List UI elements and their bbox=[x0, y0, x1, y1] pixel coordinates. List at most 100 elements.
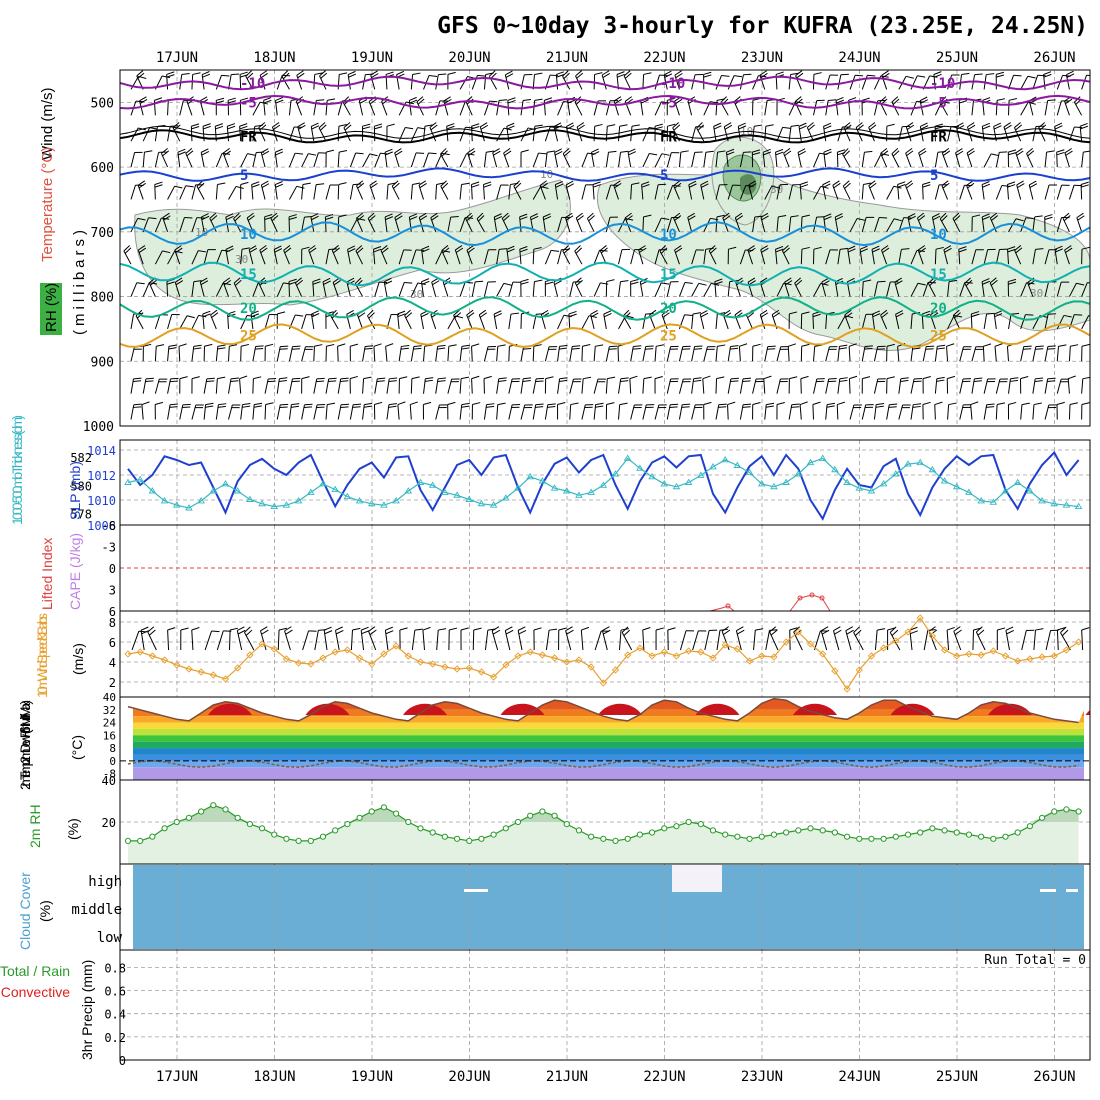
cloud-gap-1 bbox=[464, 889, 488, 892]
rh2m-point bbox=[746, 835, 753, 842]
temperature-bands bbox=[128, 697, 1090, 780]
upper-wind-barb-flag bbox=[929, 75, 938, 78]
upper-wind-barb-flag bbox=[775, 148, 784, 153]
upper-wind-barb-flag bbox=[202, 310, 211, 315]
upper-wind-barb-flag bbox=[1046, 150, 1055, 153]
upper-wind-barb bbox=[691, 283, 700, 297]
wind-speed-point bbox=[819, 650, 827, 658]
upper-wind-barb-flag bbox=[202, 313, 211, 318]
pressure-tick-label: 500 bbox=[91, 96, 114, 111]
upper-wind-barb-flag bbox=[355, 152, 364, 155]
upper-wind-barb-flag bbox=[906, 122, 914, 128]
rh2m-point bbox=[149, 833, 156, 840]
slp-tick-label: 1014 bbox=[87, 444, 116, 458]
surface-wind-barb-flag bbox=[1005, 626, 1014, 631]
upper-wind-barb-flag bbox=[139, 99, 148, 104]
upper-wind-barb-flag bbox=[380, 245, 388, 251]
upper-wind-barb-flag bbox=[661, 101, 670, 104]
surface-wind-barb-flag bbox=[997, 627, 1006, 631]
upper-wind-barb bbox=[1044, 100, 1049, 116]
upper-wind-barb bbox=[897, 346, 900, 362]
upper-wind-barb bbox=[483, 281, 489, 297]
upper-wind-barb-flag bbox=[347, 245, 355, 250]
upper-wind-barb-flag bbox=[606, 279, 615, 283]
upper-wind-barb-flag bbox=[936, 376, 945, 380]
upper-wind-barb-flag bbox=[1035, 248, 1044, 250]
upper-wind-barb bbox=[739, 74, 744, 90]
wind-tick-label: 2 bbox=[109, 676, 116, 690]
upper-wind-barb-flag bbox=[519, 248, 528, 253]
upper-wind-barb-flag bbox=[1054, 125, 1063, 130]
wind-speed-point bbox=[355, 654, 364, 662]
upper-wind-barb-flag bbox=[506, 125, 515, 130]
upper-wind-barb-flag bbox=[886, 123, 895, 127]
upper-wind-barb-flag bbox=[576, 72, 584, 79]
upper-wind-barb-flag bbox=[961, 72, 970, 76]
upper-wind-barb bbox=[727, 75, 735, 90]
upper-wind-barb-flag bbox=[522, 380, 531, 382]
upper-wind-barb-flag bbox=[1080, 181, 1089, 185]
upper-wind-barb-flag bbox=[227, 97, 236, 101]
upper-wind-barb-flag bbox=[442, 247, 450, 254]
thickness-point bbox=[221, 480, 230, 487]
upper-wind-barb-flag bbox=[501, 212, 509, 219]
upper-wind-barb bbox=[910, 313, 913, 329]
upper-wind-barb-flag bbox=[465, 212, 472, 219]
upper-wind-barb-flag bbox=[971, 313, 980, 318]
upper-wind-barb-flag bbox=[340, 380, 349, 383]
upper-wind-barb bbox=[994, 346, 997, 362]
upper-wind-barb-flag bbox=[542, 213, 551, 218]
upper-wind-barb-flag bbox=[281, 70, 289, 77]
rh2m-point bbox=[539, 808, 546, 815]
upper-wind-barb bbox=[544, 126, 551, 142]
wind-speed-point bbox=[514, 652, 522, 660]
upper-wind-barb-flag bbox=[847, 248, 856, 253]
rh-tick-label: 20 bbox=[102, 816, 116, 830]
upper-wind-barb-flag bbox=[872, 248, 880, 253]
upper-wind-barb bbox=[1056, 217, 1063, 232]
upper-wind-barb bbox=[947, 281, 950, 297]
upper-wind-barb-flag bbox=[466, 309, 474, 316]
upper-wind-barb-flag bbox=[562, 70, 569, 77]
wind-speed-point bbox=[806, 640, 815, 648]
date-label-top: 18JUN bbox=[253, 50, 295, 66]
surface-wind-barb-flag bbox=[770, 629, 778, 636]
upper-wind-barb-flag bbox=[386, 123, 395, 127]
surface-wind-barb-flag bbox=[422, 626, 431, 631]
upper-wind-barb-flag bbox=[297, 122, 305, 128]
upper-wind-barb bbox=[605, 217, 611, 232]
upper-wind-barb-flag bbox=[193, 347, 202, 350]
upper-wind-barb-flag bbox=[503, 215, 510, 222]
upper-wind-barb-flag bbox=[942, 150, 951, 156]
wind-speed-point bbox=[441, 663, 449, 671]
surface-wind-barb-flag bbox=[1057, 627, 1066, 631]
upper-wind-barb-flag bbox=[494, 312, 502, 318]
upper-wind-barb-flag bbox=[784, 277, 792, 283]
wind-speed-point bbox=[989, 647, 997, 655]
upper-wind-barb-flag bbox=[631, 182, 640, 185]
upper-wind-barb-flag bbox=[450, 216, 459, 218]
thickness-point bbox=[818, 454, 827, 461]
upper-wind-barb-flag bbox=[247, 215, 255, 221]
thickness-point bbox=[831, 465, 839, 473]
upper-wind-barb-flag bbox=[1047, 348, 1056, 350]
upper-wind-barb-flag bbox=[202, 123, 211, 127]
upper-wind-barb-flag bbox=[471, 375, 480, 380]
upper-wind-barb bbox=[154, 126, 158, 142]
upper-wind-barb-flag bbox=[708, 245, 716, 252]
upper-wind-barb bbox=[167, 314, 173, 330]
isotherm-label: 10 bbox=[240, 227, 257, 243]
upper-wind-barb-flag bbox=[912, 347, 921, 350]
isotherm-label: 15 bbox=[660, 267, 677, 283]
upper-wind-barb-flag bbox=[868, 180, 876, 186]
rh2m-point bbox=[770, 831, 778, 838]
upper-wind-barb-flag bbox=[461, 405, 470, 408]
upper-wind-barb bbox=[703, 249, 707, 265]
upper-wind-barb-flag bbox=[996, 71, 1005, 75]
upper-wind-barb-flag bbox=[241, 343, 250, 347]
upper-wind-barb-flag bbox=[170, 377, 179, 380]
surface-wind-barb bbox=[928, 631, 937, 651]
upper-wind-barb-flag bbox=[1038, 122, 1046, 129]
upper-wind-barb-flag bbox=[520, 278, 529, 283]
surface-wind-barb-flag bbox=[642, 627, 651, 631]
